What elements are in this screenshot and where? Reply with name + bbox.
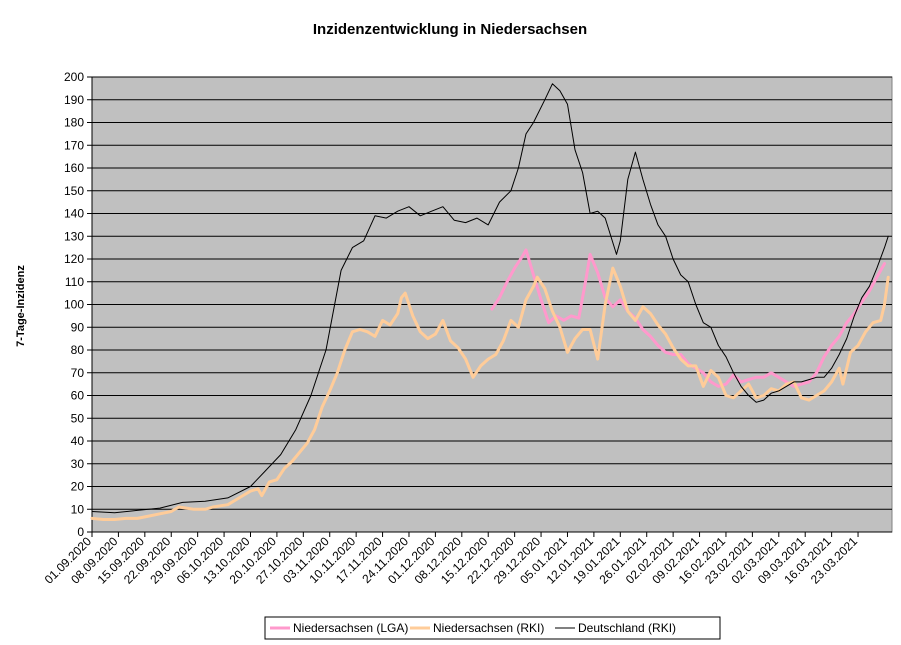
y-tick-label: 10 <box>71 502 85 516</box>
y-tick-label: 170 <box>64 138 84 152</box>
y-tick-label: 0 <box>77 525 84 539</box>
y-axis-label: 7-Tage-Inzidenz <box>15 265 27 347</box>
series-line-2 <box>90 266 890 521</box>
y-tick-label: 80 <box>71 343 85 357</box>
y-tick-label: 70 <box>71 366 85 380</box>
legend-label: Deutschland (RKI) <box>578 621 676 635</box>
y-tick-label: 110 <box>65 275 84 289</box>
y-tick-label: 60 <box>71 389 85 403</box>
legend-box <box>264 616 721 640</box>
series-line-3 <box>91 83 889 514</box>
y-tick-label: 190 <box>64 93 84 107</box>
y-tick-label: 50 <box>71 411 85 425</box>
y-tick-label: 160 <box>64 161 84 175</box>
y-tick-label: 150 <box>64 184 84 198</box>
legend-label: Niedersachsen (LGA) <box>293 621 408 635</box>
legend-label: Niedersachsen (RKI) <box>433 621 544 635</box>
y-tick-label: 200 <box>64 70 84 84</box>
y-tick-label: 100 <box>64 298 84 312</box>
legend: Niedersachsen (LGA) Niedersachsen (RKI) De… <box>264 616 721 640</box>
plot-area: 0 10 20 30 40 50 60 70 80 90 100 110 120 130 140 150 160… <box>42 70 893 587</box>
y-tick-label: 90 <box>71 320 85 334</box>
y-tick-label: 20 <box>71 480 85 494</box>
y-tick-label: 180 <box>64 116 84 130</box>
chart-title: Inzidenzentwicklung in Niedersachsen <box>313 21 587 38</box>
y-tick-label: 30 <box>71 457 85 471</box>
y-tick-label: 120 <box>64 252 84 266</box>
y-tick-label: 40 <box>71 434 85 448</box>
y-tick-label: 140 <box>64 207 84 221</box>
y-tick-label: 130 <box>64 229 84 243</box>
